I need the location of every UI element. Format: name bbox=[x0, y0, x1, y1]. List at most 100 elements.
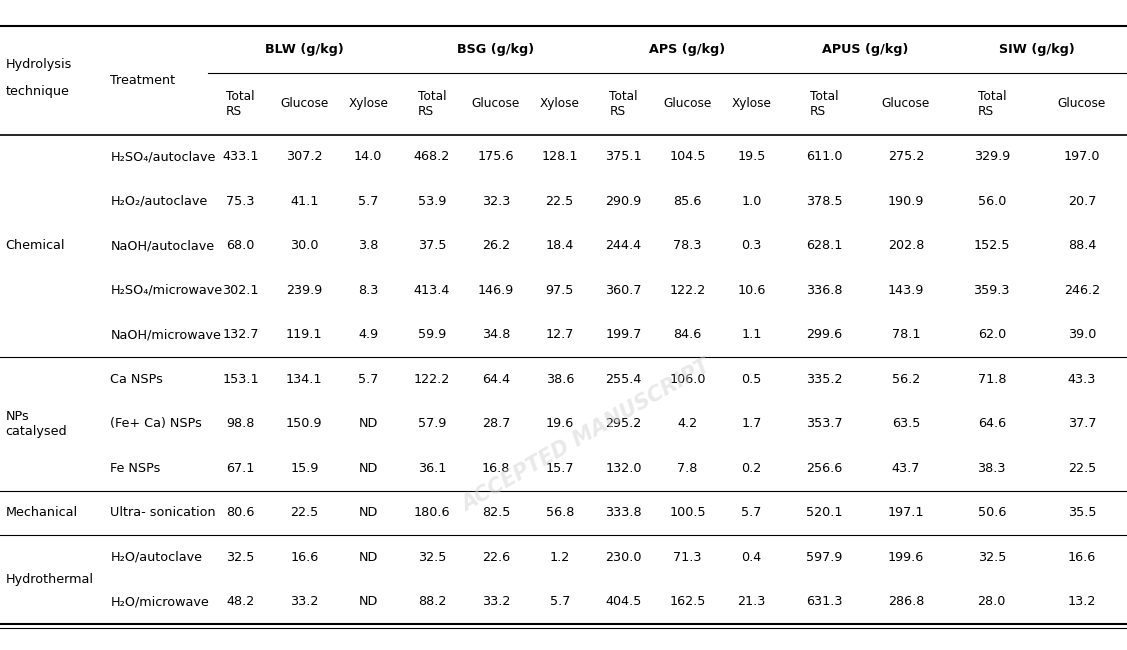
Text: 22.5: 22.5 bbox=[290, 506, 319, 519]
Text: 57.9: 57.9 bbox=[418, 417, 446, 430]
Text: Total
RS: Total RS bbox=[418, 90, 446, 118]
Text: 5.7: 5.7 bbox=[358, 372, 379, 385]
Text: Total
RS: Total RS bbox=[810, 90, 838, 118]
Text: 597.9: 597.9 bbox=[806, 551, 842, 564]
Text: 50.6: 50.6 bbox=[977, 506, 1006, 519]
Text: 375.1: 375.1 bbox=[605, 150, 642, 163]
Text: Xylose: Xylose bbox=[540, 97, 579, 110]
Text: 468.2: 468.2 bbox=[414, 150, 450, 163]
Text: 10.6: 10.6 bbox=[737, 284, 765, 297]
Text: 21.3: 21.3 bbox=[737, 595, 765, 608]
Text: 20.7: 20.7 bbox=[1067, 195, 1097, 208]
Text: 404.5: 404.5 bbox=[605, 595, 641, 608]
Text: 16.6: 16.6 bbox=[290, 551, 319, 564]
Text: NaOH/autoclave: NaOH/autoclave bbox=[110, 239, 214, 252]
Text: 302.1: 302.1 bbox=[222, 284, 259, 297]
Text: 122.2: 122.2 bbox=[414, 372, 450, 385]
Text: 32.3: 32.3 bbox=[481, 195, 511, 208]
Text: 190.9: 190.9 bbox=[888, 195, 924, 208]
Text: 22.5: 22.5 bbox=[545, 195, 574, 208]
Text: 32.5: 32.5 bbox=[227, 551, 255, 564]
Text: 38.6: 38.6 bbox=[545, 372, 574, 385]
Text: H₂SO₄/microwave: H₂SO₄/microwave bbox=[110, 284, 222, 297]
Text: 88.4: 88.4 bbox=[1067, 239, 1097, 252]
Text: 104.5: 104.5 bbox=[669, 150, 706, 163]
Text: 197.0: 197.0 bbox=[1064, 150, 1100, 163]
Text: APS (g/kg): APS (g/kg) bbox=[649, 43, 726, 56]
Text: 256.6: 256.6 bbox=[806, 462, 842, 474]
Text: Treatment: Treatment bbox=[110, 73, 176, 86]
Text: 35.5: 35.5 bbox=[1067, 506, 1097, 519]
Text: 180.6: 180.6 bbox=[414, 506, 451, 519]
Text: 122.2: 122.2 bbox=[669, 284, 706, 297]
Text: 14.0: 14.0 bbox=[354, 150, 382, 163]
Text: 275.2: 275.2 bbox=[888, 150, 924, 163]
Text: SIW (g/kg): SIW (g/kg) bbox=[999, 43, 1075, 56]
Text: 152.5: 152.5 bbox=[974, 239, 1010, 252]
Text: 33.2: 33.2 bbox=[290, 595, 319, 608]
Text: 175.6: 175.6 bbox=[478, 150, 514, 163]
Text: Hydrothermal: Hydrothermal bbox=[6, 573, 94, 586]
Text: 134.1: 134.1 bbox=[286, 372, 322, 385]
Text: 413.4: 413.4 bbox=[414, 284, 450, 297]
Text: 28.0: 28.0 bbox=[977, 595, 1006, 608]
Text: 146.9: 146.9 bbox=[478, 284, 514, 297]
Text: 246.2: 246.2 bbox=[1064, 284, 1100, 297]
Text: 1.1: 1.1 bbox=[742, 328, 762, 341]
Text: 143.9: 143.9 bbox=[888, 284, 924, 297]
Text: Total
RS: Total RS bbox=[977, 90, 1006, 118]
Text: NaOH/microwave: NaOH/microwave bbox=[110, 328, 221, 341]
Text: Glucose: Glucose bbox=[664, 97, 711, 110]
Text: 7.8: 7.8 bbox=[677, 462, 698, 474]
Text: 132.0: 132.0 bbox=[605, 462, 642, 474]
Text: 15.7: 15.7 bbox=[545, 462, 574, 474]
Text: 97.5: 97.5 bbox=[545, 284, 574, 297]
Text: 39.0: 39.0 bbox=[1067, 328, 1097, 341]
Text: Xylose: Xylose bbox=[348, 97, 388, 110]
Text: Ca NSPs: Ca NSPs bbox=[110, 372, 163, 385]
Text: 199.7: 199.7 bbox=[605, 328, 641, 341]
Text: 34.8: 34.8 bbox=[481, 328, 511, 341]
Text: Ultra- sonication: Ultra- sonication bbox=[110, 506, 216, 519]
Text: 32.5: 32.5 bbox=[418, 551, 446, 564]
Text: 68.0: 68.0 bbox=[227, 239, 255, 252]
Text: 0.3: 0.3 bbox=[742, 239, 762, 252]
Text: 16.6: 16.6 bbox=[1067, 551, 1097, 564]
Text: 0.5: 0.5 bbox=[742, 372, 762, 385]
Text: 85.6: 85.6 bbox=[673, 195, 702, 208]
Text: 33.2: 33.2 bbox=[481, 595, 511, 608]
Text: 80.6: 80.6 bbox=[227, 506, 255, 519]
Text: NPs
catalysed: NPs catalysed bbox=[6, 410, 68, 437]
Text: 199.6: 199.6 bbox=[888, 551, 924, 564]
Text: Glucose: Glucose bbox=[881, 97, 930, 110]
Text: 1.7: 1.7 bbox=[742, 417, 762, 430]
Text: 13.2: 13.2 bbox=[1067, 595, 1097, 608]
Text: 611.0: 611.0 bbox=[806, 150, 842, 163]
Text: H₂SO₄/autoclave: H₂SO₄/autoclave bbox=[110, 150, 216, 163]
Text: 0.4: 0.4 bbox=[742, 551, 762, 564]
Text: 56.0: 56.0 bbox=[977, 195, 1006, 208]
Text: Fe NSPs: Fe NSPs bbox=[110, 462, 161, 474]
Text: 106.0: 106.0 bbox=[669, 372, 706, 385]
Text: 150.9: 150.9 bbox=[286, 417, 322, 430]
Text: 59.9: 59.9 bbox=[418, 328, 446, 341]
Text: Chemical: Chemical bbox=[6, 239, 65, 252]
Text: 38.3: 38.3 bbox=[977, 462, 1006, 474]
Text: BSG (g/kg): BSG (g/kg) bbox=[458, 43, 534, 56]
Text: 30.0: 30.0 bbox=[290, 239, 319, 252]
Text: 84.6: 84.6 bbox=[673, 328, 702, 341]
Text: Glucose: Glucose bbox=[472, 97, 520, 110]
Text: 5.7: 5.7 bbox=[742, 506, 762, 519]
Text: H₂O/microwave: H₂O/microwave bbox=[110, 595, 210, 608]
Text: 8.3: 8.3 bbox=[358, 284, 379, 297]
Text: 28.7: 28.7 bbox=[481, 417, 511, 430]
Text: 37.5: 37.5 bbox=[418, 239, 446, 252]
Text: 378.5: 378.5 bbox=[806, 195, 842, 208]
Text: 255.4: 255.4 bbox=[605, 372, 641, 385]
Text: 26.2: 26.2 bbox=[482, 239, 509, 252]
Text: 62.0: 62.0 bbox=[977, 328, 1006, 341]
Text: Xylose: Xylose bbox=[731, 97, 771, 110]
Text: 4.2: 4.2 bbox=[677, 417, 698, 430]
Text: 197.1: 197.1 bbox=[888, 506, 924, 519]
Text: ND: ND bbox=[358, 417, 378, 430]
